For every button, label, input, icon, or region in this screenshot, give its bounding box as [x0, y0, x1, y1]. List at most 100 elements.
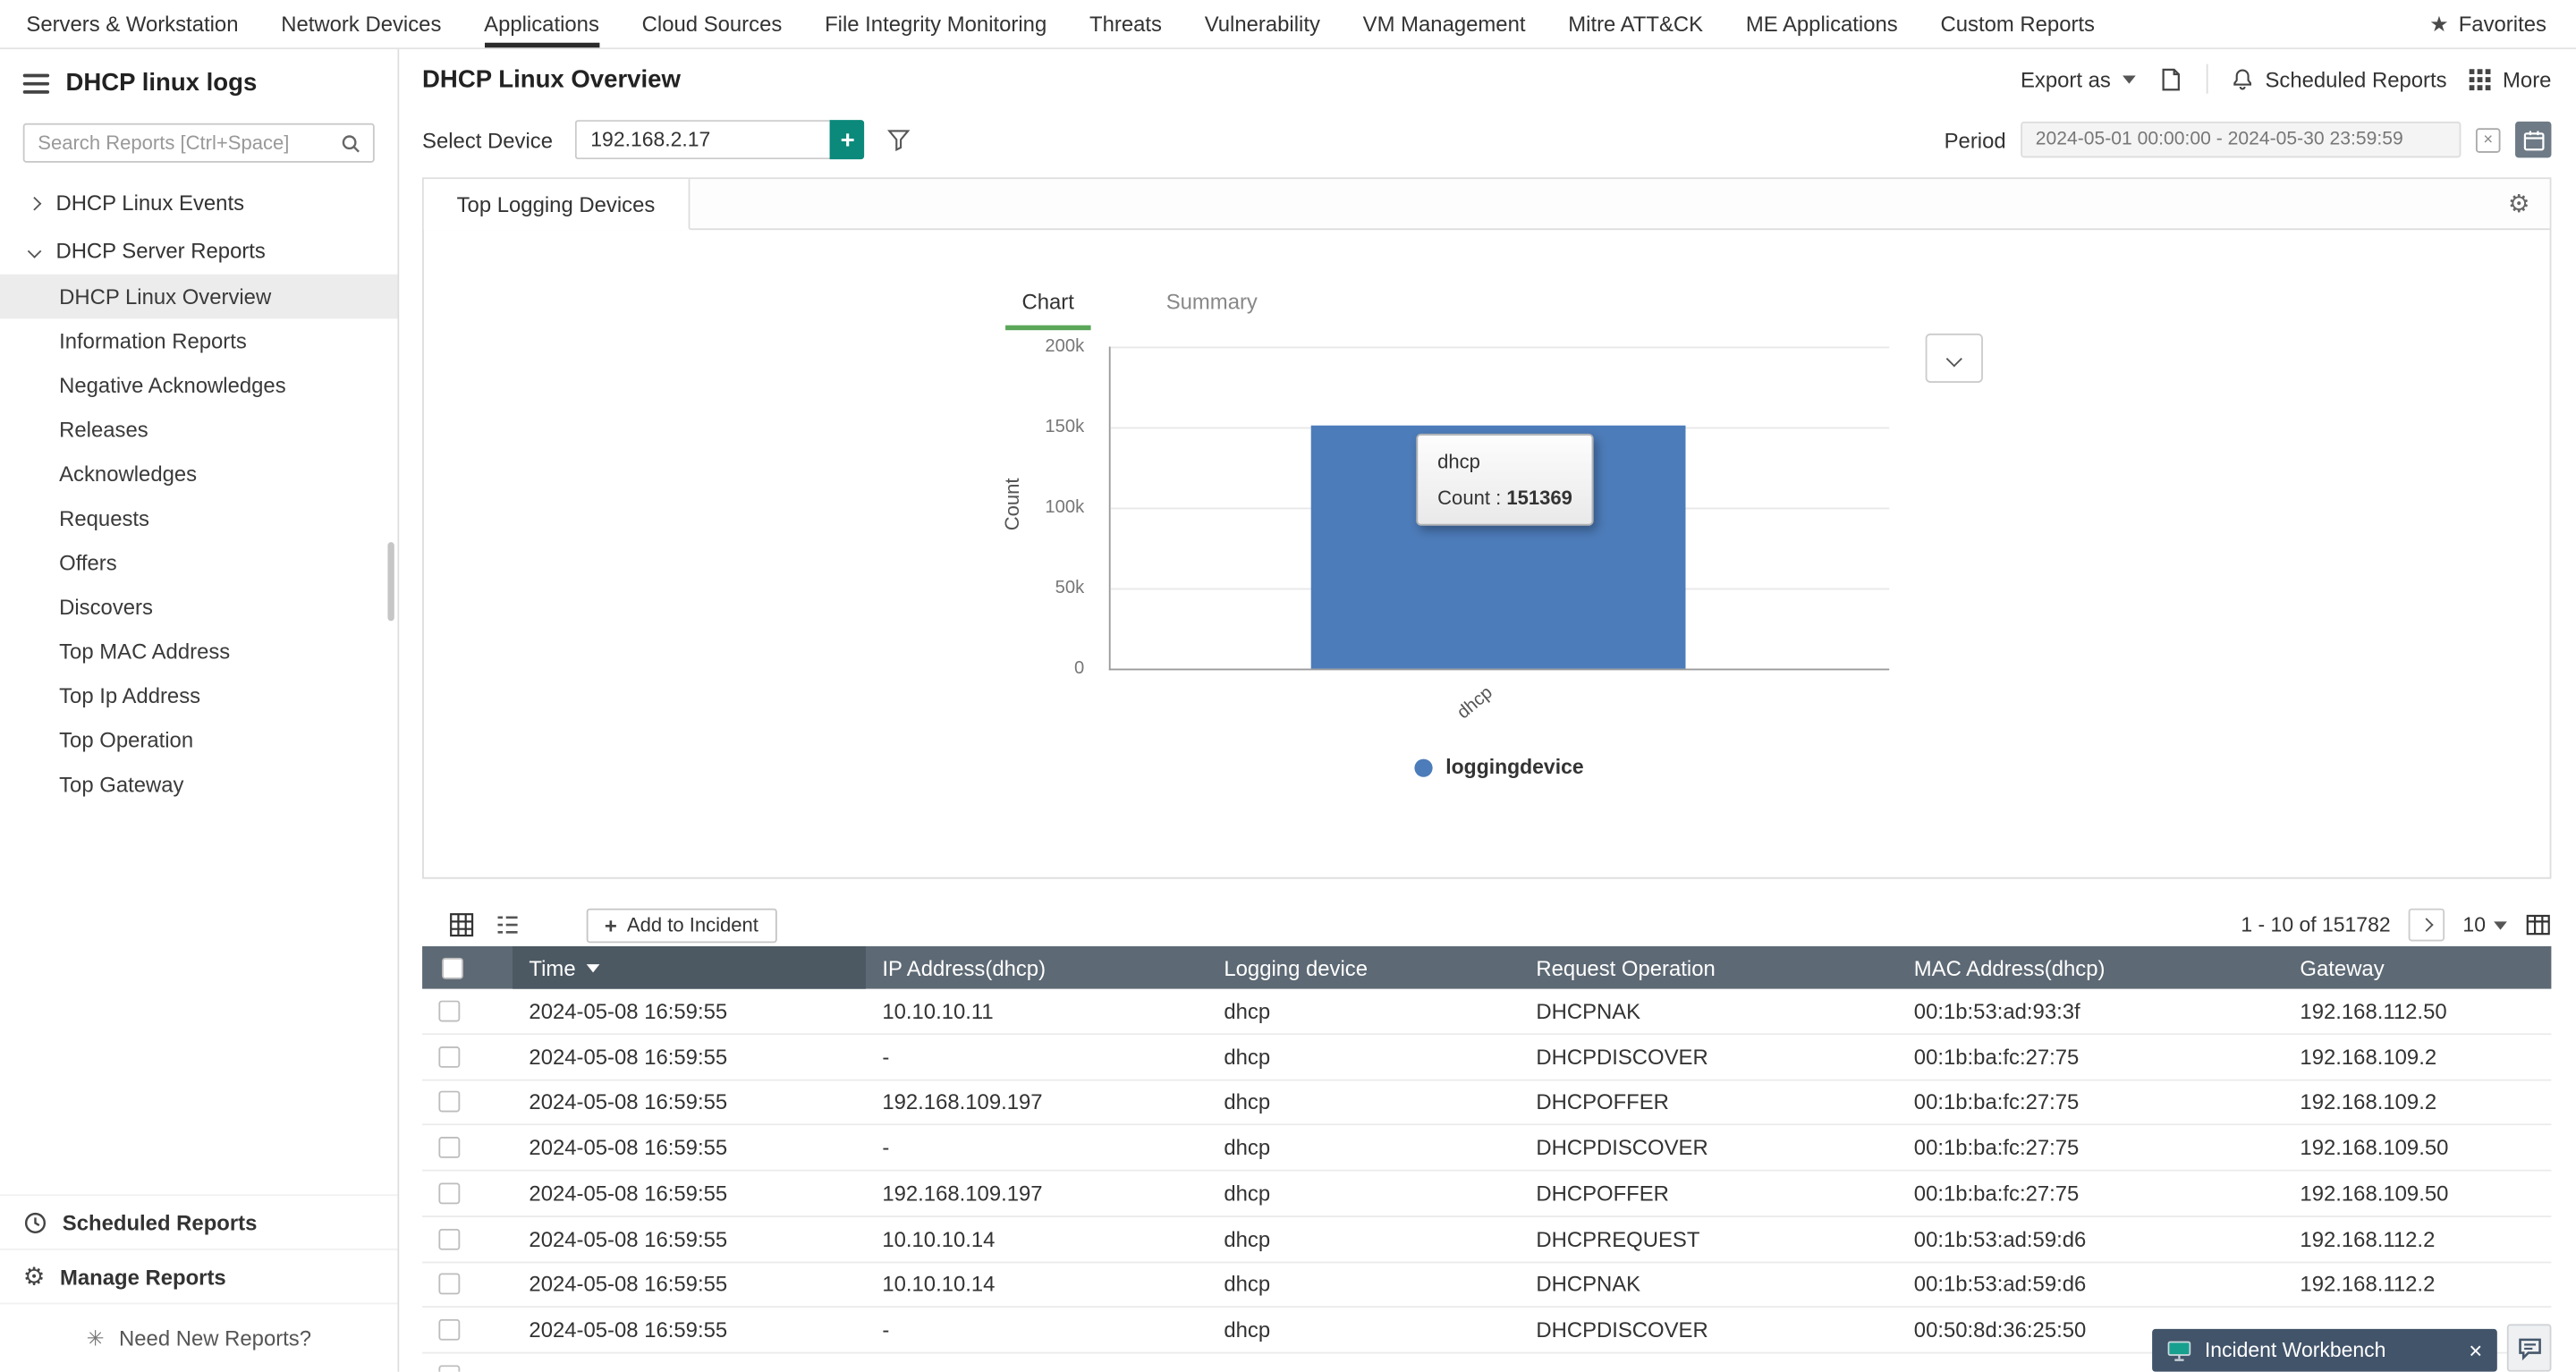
sidebar-report-item[interactable]: Top Gateway: [0, 762, 397, 807]
filter-icon[interactable]: [888, 128, 911, 151]
gear-icon: ⚙: [23, 1264, 46, 1289]
incident-workbench-bar[interactable]: Incident Workbench ×: [2152, 1329, 2497, 1372]
top-nav-item[interactable]: Mitre ATT&CK: [1568, 0, 1703, 47]
chart-legend[interactable]: loggingdevice: [1109, 756, 1889, 779]
cell-ip: 10.10.10.14: [866, 1272, 1208, 1297]
settings-gear-icon[interactable]: ⚙: [2508, 189, 2550, 218]
tab-chart[interactable]: Chart: [1005, 289, 1090, 330]
row-checkbox[interactable]: [438, 1046, 460, 1067]
add-to-incident-button[interactable]: + Add to Incident: [587, 908, 776, 943]
need-new-reports-label: Need New Reports?: [119, 1325, 311, 1351]
row-checkbox[interactable]: [438, 1319, 460, 1341]
table-row[interactable]: 2024-05-08 16:59:55 10.10.10.11 dhcp DHC…: [422, 989, 2551, 1035]
sidebar-report-item[interactable]: Discovers: [0, 585, 397, 630]
list-view-icon[interactable]: [495, 911, 521, 937]
top-nav-item[interactable]: Custom Reports: [1940, 0, 2095, 47]
top-nav-item[interactable]: VM Management: [1363, 0, 1526, 47]
calendar-button[interactable]: [2515, 122, 2551, 157]
period-group: Period 2024-05-01 00:00:00 - 2024-05-30 …: [1945, 122, 2552, 157]
next-page-button[interactable]: [2409, 909, 2445, 942]
calendar-icon: [2522, 129, 2544, 150]
chat-icon[interactable]: [2507, 1324, 2552, 1371]
sidebar-report-item[interactable]: Requests: [0, 496, 397, 541]
table-row[interactable]: 2024-05-08 16:59:55 10.10.10.14 dhcp DHC…: [422, 1263, 2551, 1308]
column-header-logging-device[interactable]: Logging device: [1208, 946, 1520, 989]
menu-icon[interactable]: [23, 72, 49, 94]
column-header-mac[interactable]: MAC Address(dhcp): [1897, 946, 2284, 989]
add-to-incident-label: Add to Incident: [627, 913, 758, 936]
cell-request-operation: DHCPDISCOVER: [1520, 1135, 1897, 1160]
table-row[interactable]: 2024-05-08 16:59:55 192.168.109.197 dhcp…: [422, 1172, 2551, 1217]
cell-ip: -: [866, 1135, 1208, 1160]
top-nav-item[interactable]: Vulnerability: [1205, 0, 1320, 47]
cell-time: 2024-05-08 16:59:55: [513, 1181, 866, 1206]
grid-view-icon[interactable]: [448, 911, 474, 937]
need-new-reports-link[interactable]: ✳ Need New Reports?: [0, 1303, 397, 1372]
top-nav-item[interactable]: Threats: [1089, 0, 1162, 47]
row-checkbox[interactable]: [438, 1000, 460, 1021]
table-export-icon[interactable]: [2525, 911, 2551, 937]
period-range-field[interactable]: 2024-05-01 00:00:00 - 2024-05-30 23:59:5…: [2021, 122, 2461, 157]
device-input[interactable]: [576, 120, 831, 159]
device-field: +: [576, 120, 865, 159]
table-row[interactable]: 2024-05-08 16:59:55 192.168.109.197 dhcp…: [422, 1080, 2551, 1126]
select-all-checkbox[interactable]: [442, 957, 463, 978]
row-checkbox[interactable]: [438, 1137, 460, 1158]
search-icon[interactable]: [340, 132, 373, 154]
column-header-request-operation[interactable]: Request Operation: [1520, 946, 1897, 989]
sidebar-report-item[interactable]: Information Reports: [0, 318, 397, 363]
add-device-button[interactable]: +: [830, 120, 865, 159]
column-header-ip[interactable]: IP Address(dhcp): [866, 946, 1208, 989]
row-checkbox[interactable]: [438, 1365, 460, 1372]
clear-period-icon[interactable]: ×: [2476, 127, 2501, 152]
top-nav-item[interactable]: Servers & Workstation: [26, 0, 238, 47]
sparkle-icon: ✳: [86, 1325, 104, 1351]
sidebar-group-dhcp-linux-events[interactable]: DHCP Linux Events: [0, 179, 397, 226]
y-tick-label: 50k: [1055, 579, 1085, 598]
sidebar-report-item[interactable]: Top Ip Address: [0, 673, 397, 718]
row-checkbox[interactable]: [438, 1091, 460, 1113]
close-icon[interactable]: ×: [2469, 1339, 2482, 1362]
chart-options-button[interactable]: [1926, 334, 1983, 383]
sidebar-report-item[interactable]: DHCP Linux Overview: [0, 275, 397, 319]
tab-summary[interactable]: Summary: [1149, 289, 1274, 330]
sort-desc-icon: [587, 963, 600, 971]
sidebar-group-dhcp-server-reports[interactable]: DHCP Server Reports: [0, 226, 397, 274]
page-size-select[interactable]: 10: [2462, 913, 2506, 936]
table-row[interactable]: 2024-05-08 16:59:55 10.10.10.14 dhcp DHC…: [422, 1217, 2551, 1263]
sidebar-report-item[interactable]: Acknowledges: [0, 452, 397, 496]
cell-ip: 10.10.10.11: [866, 999, 1208, 1024]
scheduled-reports-item[interactable]: Scheduled Reports: [0, 1194, 397, 1249]
bell-icon: [2231, 67, 2254, 90]
top-nav-item[interactable]: Applications: [484, 0, 599, 47]
row-checkbox[interactable]: [438, 1182, 460, 1204]
column-header-gateway[interactable]: Gateway: [2284, 946, 2551, 989]
top-nav-item[interactable]: ME Applications: [1746, 0, 1898, 47]
cell-time: 2024-05-08 16:59:55: [513, 1226, 866, 1251]
more-button[interactable]: More: [2470, 66, 2551, 91]
search-input[interactable]: [25, 131, 341, 155]
manage-reports-item[interactable]: ⚙ Manage Reports: [0, 1249, 397, 1303]
top-nav-item[interactable]: Network Devices: [281, 0, 441, 47]
sidebar-report-item[interactable]: Top MAC Address: [0, 629, 397, 673]
scheduled-reports-button[interactable]: Scheduled Reports: [2231, 66, 2447, 91]
row-checkbox[interactable]: [438, 1274, 460, 1295]
card-tab-strip: Top Logging Devices ⚙: [424, 179, 2550, 230]
top-nav-item[interactable]: Cloud Sources: [642, 0, 783, 47]
tab-top-logging-devices[interactable]: Top Logging Devices: [424, 179, 690, 230]
favorites-button[interactable]: ★ Favorites: [2429, 0, 2576, 47]
sidebar-report-item[interactable]: Top Operation: [0, 718, 397, 763]
row-checkbox[interactable]: [438, 1228, 460, 1249]
sidebar-report-item[interactable]: Offers: [0, 540, 397, 585]
sidebar-scrollbar[interactable]: [387, 542, 394, 621]
export-as-button[interactable]: Export as: [2021, 66, 2135, 91]
scheduled-reports-label: Scheduled Reports: [63, 1210, 258, 1235]
export-file-icon[interactable]: [2158, 66, 2183, 91]
sidebar-report-item[interactable]: Negative Acknowledges: [0, 363, 397, 408]
sidebar-report-item[interactable]: Releases: [0, 408, 397, 453]
table-row[interactable]: 2024-05-08 16:59:55 - dhcp DHCPDISCOVER …: [422, 1035, 2551, 1080]
page-title: DHCP Linux Overview: [422, 65, 681, 93]
column-header-time[interactable]: Time: [513, 946, 866, 989]
table-row[interactable]: 2024-05-08 16:59:55 - dhcp DHCPDISCOVER …: [422, 1126, 2551, 1172]
top-nav-item[interactable]: File Integrity Monitoring: [825, 0, 1046, 47]
